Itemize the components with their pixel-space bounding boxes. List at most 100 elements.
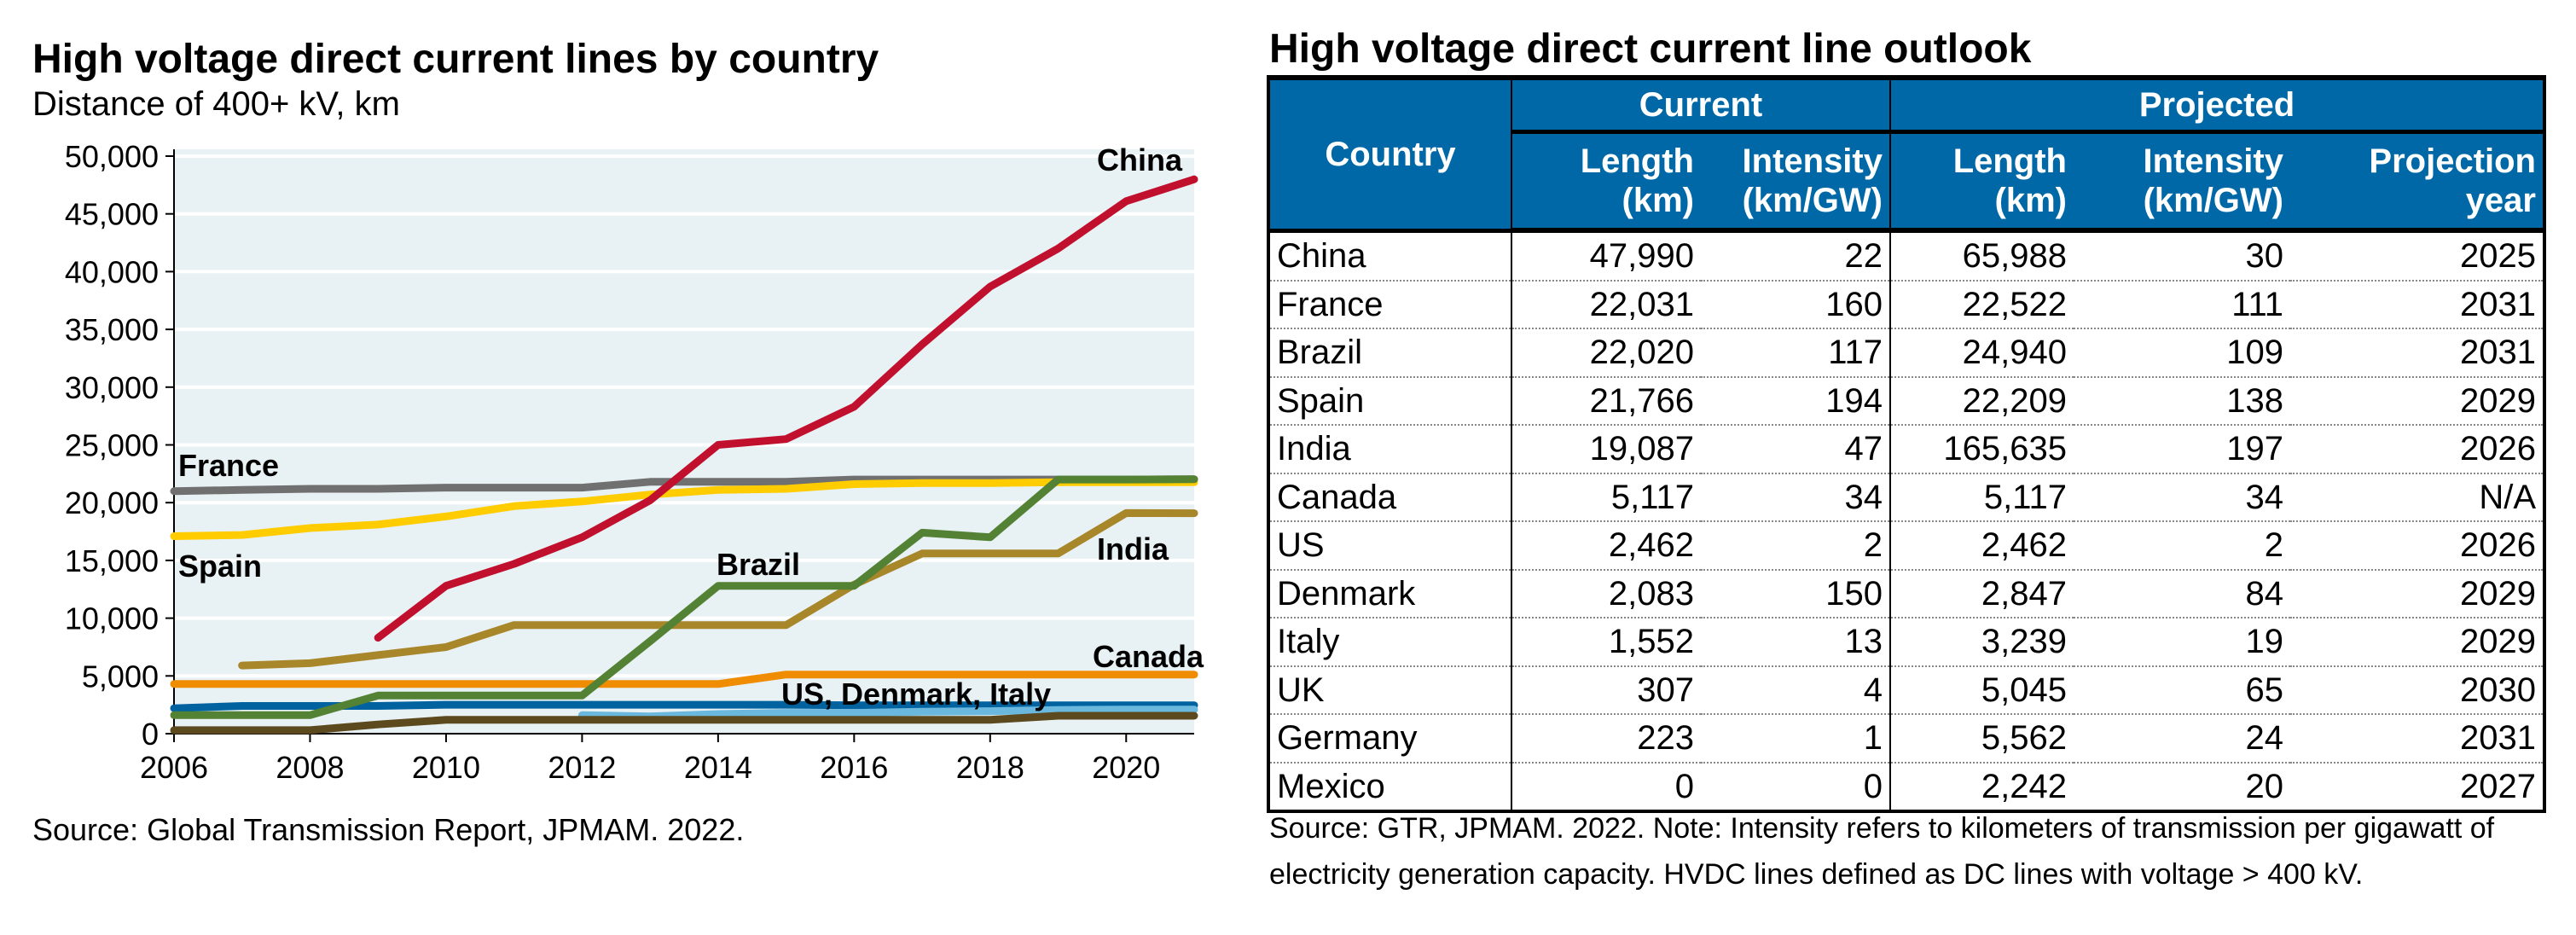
cell-projected-intensity: 34	[2074, 473, 2290, 522]
header-current: Current	[1511, 78, 1890, 134]
cell-projected-length: 22,209	[1889, 376, 2074, 426]
chart-subtitle: Distance of 400+ kV, km	[32, 85, 400, 123]
cell-current-length: 307	[1511, 665, 1701, 715]
cell-projected-intensity: 30	[2074, 230, 2290, 282]
cell-current-length: 21,766	[1511, 376, 1701, 426]
table-row: Denmark 2,083 150 2,847 84 2029	[1268, 569, 2544, 618]
cell-current-length: 22,020	[1511, 328, 1701, 378]
cell-projected-length: 2,242	[1889, 762, 2074, 812]
y-tick-label: 35,000	[65, 312, 159, 347]
cell-country: Brazil	[1268, 328, 1511, 378]
y-tick-label: 40,000	[65, 254, 159, 289]
cell-current-intensity: 34	[1701, 473, 1890, 522]
cell-current-intensity: 13	[1701, 618, 1890, 667]
series-label-india: India	[1097, 531, 1169, 566]
cell-current-intensity: 194	[1701, 376, 1890, 426]
cell-current-intensity: 117	[1701, 328, 1890, 378]
table-row: Italy 1,552 13 3,239 19 2029	[1268, 618, 2544, 667]
cell-country: India	[1268, 425, 1511, 474]
cell-current-intensity: 4	[1701, 665, 1890, 715]
series-line-china	[374, 175, 1198, 642]
series-label-brazil: Brazil	[717, 547, 800, 582]
cell-country: China	[1268, 230, 1511, 282]
cell-current-intensity: 0	[1701, 762, 1890, 812]
cell-country: US	[1268, 521, 1511, 571]
plot-background	[174, 149, 1194, 734]
x-tick-label: 2014	[684, 750, 752, 785]
series-line-italy	[170, 711, 1198, 735]
cell-projection-year: 2025	[2290, 230, 2544, 282]
cell-projection-year: 2029	[2290, 618, 2544, 667]
series-line-canada	[170, 671, 1198, 688]
x-tick-label: 2010	[412, 750, 480, 785]
x-tick-label: 2018	[956, 750, 1024, 785]
table-row: Mexico 0 0 2,242 20 2027	[1268, 762, 2544, 812]
cell-projection-year: 2026	[2290, 425, 2544, 474]
chart-title: High voltage direct current lines by cou…	[32, 37, 879, 82]
y-tick-label: 20,000	[65, 485, 159, 520]
header-current-intensity: Intensity (km/GW)	[1701, 131, 1890, 233]
x-tick-label: 2006	[140, 750, 208, 785]
cell-projected-intensity: 20	[2074, 762, 2290, 812]
cell-country: Italy	[1268, 618, 1511, 667]
cell-current-length: 1,552	[1511, 618, 1701, 667]
cell-projection-year: 2026	[2290, 521, 2544, 571]
cell-projected-intensity: 109	[2074, 328, 2290, 378]
table-row: UK 307 4 5,045 65 2030	[1268, 665, 2544, 715]
cell-projected-length: 5,562	[1889, 714, 2074, 764]
cell-current-length: 223	[1511, 714, 1701, 764]
table-note: Source: GTR, JPMAM. 2022. Note: Intensit…	[1269, 812, 2495, 891]
outlook-table: Country Current Projected Length (km) Int…	[1267, 75, 2546, 813]
y-tick-label: 50,000	[65, 139, 159, 174]
cell-projection-year: 2031	[2290, 714, 2544, 764]
y-tick-label: 0	[142, 717, 159, 752]
cell-country: Canada	[1268, 473, 1511, 522]
cell-country: France	[1268, 280, 1511, 329]
cell-current-intensity: 47	[1701, 425, 1890, 474]
header-projected-intensity: Intensity (km/GW)	[2074, 131, 2290, 233]
cell-current-length: 2,462	[1511, 521, 1701, 571]
header-current-length: Length (km)	[1511, 131, 1701, 233]
series-line-spain	[170, 478, 1198, 540]
series-label-spain: Spain	[178, 549, 262, 584]
cell-country: Germany	[1268, 714, 1511, 764]
cell-projection-year: 2029	[2290, 569, 2544, 618]
header-projected: Projected	[1889, 78, 2544, 134]
cell-projection-year: 2027	[2290, 762, 2544, 812]
cell-current-length: 2,083	[1511, 569, 1701, 618]
series-label-france: France	[178, 448, 279, 483]
x-tick-label: 2016	[820, 750, 888, 785]
y-tick-label: 10,000	[65, 601, 159, 636]
table-row: France 22,031 160 22,522 111 2031	[1268, 280, 2544, 329]
cell-current-intensity: 1	[1701, 714, 1890, 764]
series-label-china: China	[1097, 142, 1183, 177]
cell-projected-length: 22,522	[1889, 280, 2074, 329]
header-projection-year: Projection year	[2290, 131, 2544, 233]
chart-source: Source: Global Transmission Report, JPMA…	[32, 812, 745, 847]
cell-current-intensity: 2	[1701, 521, 1890, 571]
cell-current-length: 47,990	[1511, 230, 1701, 282]
cell-projected-length: 2,462	[1889, 521, 2074, 571]
series-label-usdkit: US, Denmark, Italy	[781, 677, 1051, 711]
cell-projected-intensity: 2	[2074, 521, 2290, 571]
cell-country: Mexico	[1268, 762, 1511, 812]
header-country: Country	[1268, 78, 1511, 233]
table-title: High voltage direct current line outlook	[1269, 26, 2032, 72]
cell-projected-intensity: 65	[2074, 665, 2290, 715]
cell-current-intensity: 160	[1701, 280, 1890, 329]
cell-projection-year: 2030	[2290, 665, 2544, 715]
cell-projected-intensity: 138	[2074, 376, 2290, 426]
table-row: Canada 5,117 34 5,117 34 N/A	[1268, 473, 2544, 522]
cell-projected-length: 24,940	[1889, 328, 2074, 378]
cell-projection-year: 2031	[2290, 280, 2544, 329]
table-row: China 47,990 22 65,988 30 2025	[1268, 230, 2544, 282]
series-line-denmark	[577, 706, 1198, 721]
y-tick-label: 15,000	[65, 543, 159, 578]
cell-projected-intensity: 197	[2074, 425, 2290, 474]
table-row: US 2,462 2 2,462 2 2026	[1268, 521, 2544, 571]
cell-projected-length: 65,988	[1889, 230, 2074, 282]
y-tick-label: 25,000	[65, 428, 159, 463]
y-tick-label: 30,000	[65, 370, 159, 405]
cell-projection-year: 2031	[2290, 328, 2544, 378]
series-label-canada: Canada	[1093, 639, 1204, 674]
